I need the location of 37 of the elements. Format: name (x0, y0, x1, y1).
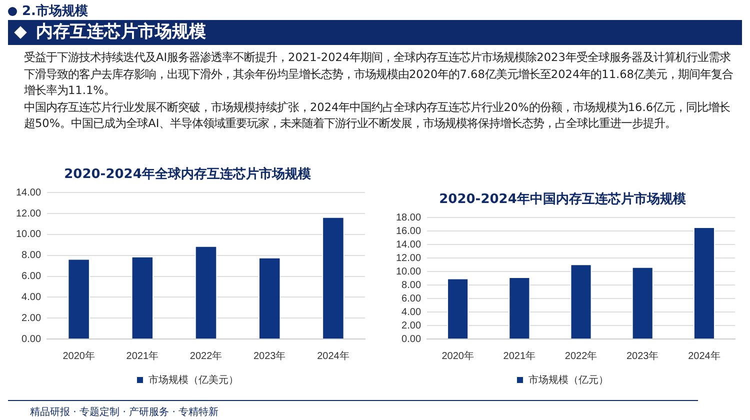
chart-title: 2020-2024年全球内存互连芯片市场规模 (64, 166, 311, 182)
x-tick-label: 2024年 (688, 350, 720, 362)
x-tick-label: 2020年 (442, 350, 474, 362)
y-tick-label: 0.00 (22, 334, 42, 345)
x-tick-label: 2022年 (564, 350, 598, 362)
x-tick-label: 2023年 (253, 350, 286, 362)
y-tick-label: 14.00 (396, 239, 422, 250)
y-tick-label: 18.00 (396, 212, 422, 224)
legend-label: 市场规模（亿元） (528, 374, 608, 386)
x-tick-label: 2021年 (503, 350, 536, 362)
chart-title: 2020-2024年中国内存互连芯片市场规模 (439, 191, 686, 208)
y-tick-label: 6.00 (402, 293, 422, 304)
legend-label: 市场规模（亿美元） (148, 374, 238, 386)
y-tick-label: 6.00 (22, 271, 42, 282)
y-tick-label: 8.00 (22, 250, 42, 262)
x-tick-label: 2021年 (126, 350, 159, 362)
x-tick-label: 2022年 (190, 350, 222, 362)
y-tick-label: 12.00 (16, 208, 42, 220)
y-tick-label: 0.00 (402, 334, 422, 345)
text: 2.市场规模 (22, 2, 88, 20)
text: 精品研报 · 专题定制 · 产研服务 · 专精特新 (30, 406, 219, 419)
y-tick-label: 2.00 (402, 320, 422, 332)
y-tick-label: 4.00 (22, 292, 42, 303)
y-tick-label: 10.00 (16, 229, 42, 240)
y-tick-label: 16.00 (396, 226, 422, 237)
text: 中国内存互连芯片行业发展不断突破，市场规模持续扩张，2024年中国约占全球内存互连芯片行业20%的份额，市场规模为16.6亿元，同比增长超50%。中国已成为全球AI、半导体领域重要玩家，未来随着下游行业不断发展，市场规模将保持增长态势，占全球比重进一步提升。 (24, 100, 732, 132)
y-tick-label: 14.00 (16, 187, 42, 198)
y-tick-label: 2.00 (22, 312, 42, 324)
text: 内存互连芯片市场规模 (36, 22, 206, 42)
y-tick-label: 4.00 (402, 306, 422, 318)
x-tick-label: 2020年 (62, 350, 95, 362)
x-tick-label: 2023年 (626, 350, 659, 362)
y-tick-label: 10.00 (396, 266, 422, 278)
y-tick-label: 12.00 (396, 252, 422, 264)
text: 受益于下游技术持续迭代及AI服务器渗透率不断提升，2021-2024年期间，全球内存互连芯片市场规模除2023年受全球服务器及计算机行业需求下滑导致的客户去库存影响，出现下滑外，其余年份均呈增长态势，市场规模由2020年的7.68亿美元增长至2024年的11.68亿美元，期间年复合增长率为11.1%。 (24, 50, 734, 99)
y-tick-label: 8.00 (402, 280, 422, 291)
x-tick-label: 2024年 (317, 350, 350, 362)
